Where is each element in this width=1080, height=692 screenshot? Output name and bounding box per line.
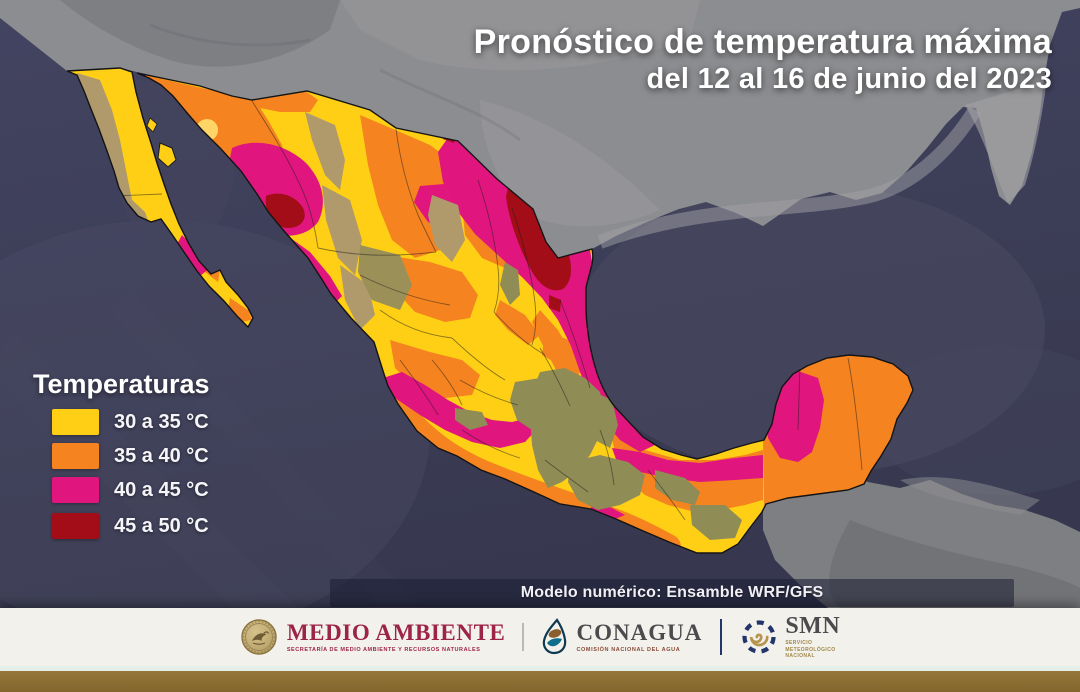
footer-gold-strip [0, 671, 1080, 692]
footer-mint-strip [0, 666, 1080, 671]
state-borders [112, 100, 863, 521]
conagua-subtitle: COMISIÓN NACIONAL DEL AGUA [576, 647, 681, 653]
footer-divider-1 [522, 623, 525, 651]
mexico-outline [66, 67, 914, 554]
legend-swatch-30-35 [52, 409, 99, 435]
smn-block: SMN SERVICIO METEOROLÓGICO NACIONAL [785, 614, 840, 660]
footer-bar: MEDIO AMBIENTE SECRETARÍA DE MEDIO AMBIE… [0, 608, 1080, 666]
smn-subtitle-line-2: METEOROLÓGICO [785, 646, 836, 653]
map-title: Pronóstico de temperatura máxima del 12 … [474, 22, 1052, 96]
legend-label-35-40: 35 a 40 °C [114, 444, 209, 467]
mexico-temperature-map [0, 0, 1080, 608]
legend-label-30-35: 30 a 35 °C [114, 410, 209, 433]
conagua-block: CONAGUA COMISIÓN NACIONAL DEL AGUA [576, 621, 702, 653]
model-caption: Modelo numérico: Ensamble WRF/GFS [520, 584, 824, 601]
legend-swatch-35-40 [52, 443, 99, 469]
title-line-1: Pronóstico de temperatura máxima [473, 23, 1052, 61]
conagua-logo-icon [543, 618, 567, 655]
smn-subtitle-line-1: SERVICIO [785, 639, 813, 646]
smn-subtitle: SERVICIO METEOROLÓGICO NACIONAL [785, 640, 840, 660]
footer-divider-2 [720, 619, 723, 655]
legend-label-40-45: 40 a 45 °C [114, 478, 209, 501]
smn-subtitle-line-3: NACIONAL [785, 653, 815, 660]
smn-spiral-logo-icon [742, 620, 776, 654]
model-caption-band: Modelo numérico: Ensamble WRF/GFS [330, 579, 1014, 607]
legend-row-40-45: 40 a 45 °C [52, 477, 209, 503]
mexico-eagle-seal-icon [241, 619, 277, 655]
us-landmass [0, 0, 1080, 258]
smn-name: SMN [785, 612, 841, 639]
conagua-name: CONAGUA [576, 620, 703, 645]
legend-row-35-40: 35 a 40 °C [52, 443, 209, 469]
title-line-2: del 12 al 16 de junio del 2023 [646, 63, 1052, 96]
medio-ambiente-subtitle: SECRETARÍA DE MEDIO AMBIENTE Y RECURSOS … [286, 647, 481, 653]
legend-swatch-45-50 [52, 513, 99, 539]
medio-ambiente-name: MEDIO AMBIENTE [286, 620, 506, 645]
terrain-patches [77, 73, 742, 540]
legend-swatch-40-45 [52, 477, 99, 503]
legend-row-45-50: 45 a 50 °C [52, 513, 209, 539]
legend-label-45-50: 45 a 50 °C [114, 514, 209, 537]
legend-title: Temperaturas [33, 369, 210, 399]
temperature-legend: 30 a 35 °C 35 a 40 °C 40 a 45 °C 45 a 50… [52, 409, 209, 547]
legend-row-30-35: 30 a 35 °C [52, 409, 209, 435]
medio-ambiente-block: MEDIO AMBIENTE SECRETARÍA DE MEDIO AMBIE… [287, 621, 506, 653]
